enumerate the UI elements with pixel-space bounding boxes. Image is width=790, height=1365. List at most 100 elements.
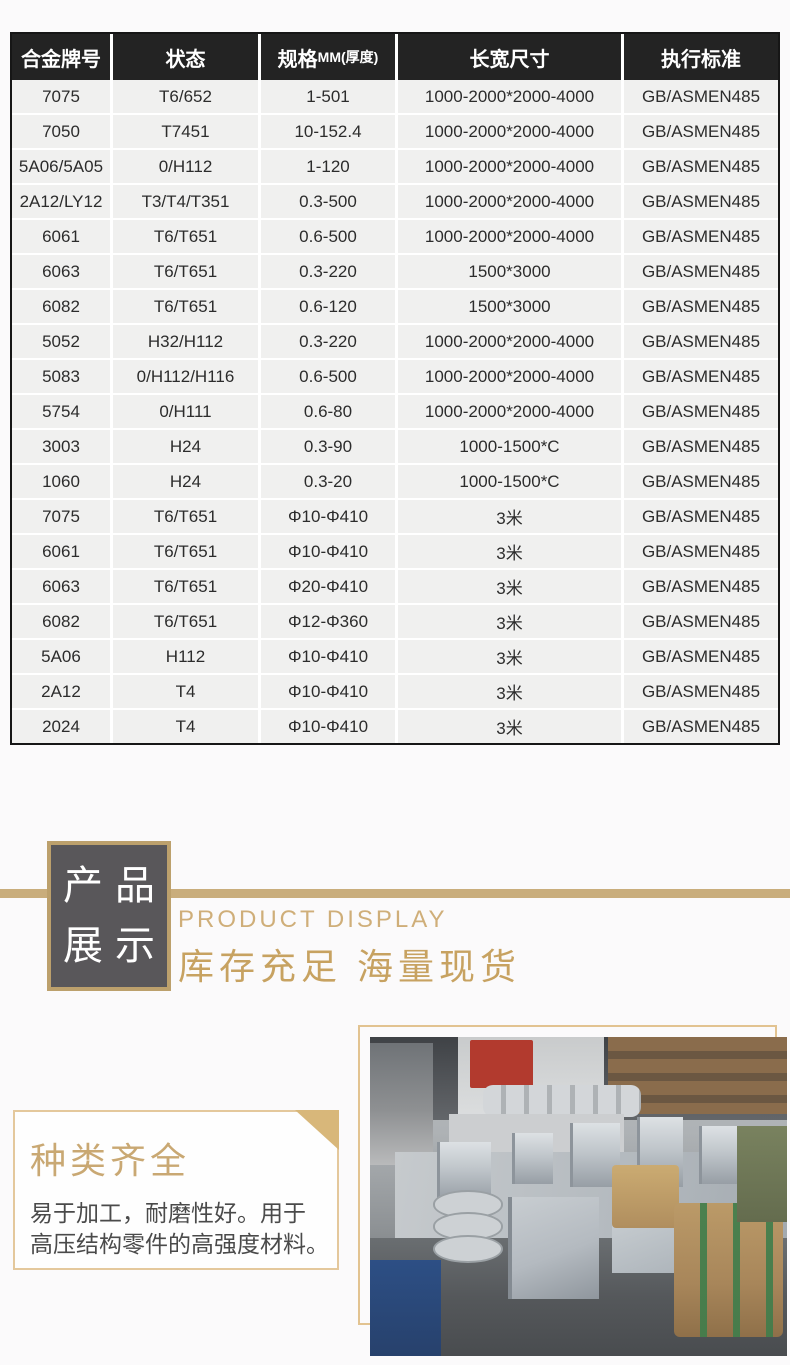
- table-header-cell: 合金牌号: [12, 34, 110, 80]
- table-cell: 0.6-120: [261, 290, 395, 323]
- table-row: 5A06/5A05 0/H112 1-120 1000-2000*2000-4000 G…: [12, 150, 778, 183]
- table-row: 6063 T6/T651 Φ20-Φ410 3米 GB/ASMEN485: [12, 570, 778, 603]
- table-cell: GB/ASMEN485: [624, 535, 778, 568]
- table-cell: GB/ASMEN485: [624, 675, 778, 708]
- table-cell: 3003: [12, 430, 110, 463]
- photo-kraft-package: [611, 1164, 679, 1229]
- table-row: 2A12 T4 Φ10-Φ410 3米 GB/ASMEN485: [12, 675, 778, 708]
- table-cell: 6063: [12, 570, 110, 603]
- table-cell: 7050: [12, 115, 110, 148]
- photo-aluminum-block: [570, 1123, 621, 1187]
- table-cell: GB/ASMEN485: [624, 360, 778, 393]
- table-cell: GB/ASMEN485: [624, 220, 778, 253]
- table-cell: 0.3-20: [261, 465, 395, 498]
- table-cell: GB/ASMEN485: [624, 150, 778, 183]
- table-cell: 3米: [398, 570, 621, 603]
- table-cell: 3米: [398, 675, 621, 708]
- table-row: 5A06 H112 Φ10-Φ410 3米 GB/ASMEN485: [12, 640, 778, 673]
- table-cell: Φ12-Φ360: [261, 605, 395, 638]
- table-cell: GB/ASMEN485: [624, 430, 778, 463]
- feature-card-text: 易于加工，耐磨性好。用于 高压结构零件的高强度材料。: [30, 1198, 337, 1260]
- table-header-cell: 长宽尺寸: [398, 34, 621, 80]
- product-display-title-line1: 产品: [63, 864, 155, 908]
- product-display-subtitle-cn: 库存充足 海量现货: [178, 946, 522, 987]
- table-cell: 2A12: [12, 675, 110, 708]
- table-cell: T6/T651: [113, 570, 258, 603]
- table-header-cell: 状态: [113, 34, 258, 80]
- photo-red-truck: [470, 1040, 533, 1089]
- table-cell: 0.6-500: [261, 360, 395, 393]
- table-cell: T7451: [113, 115, 258, 148]
- table-cell: 1000-2000*2000-4000: [398, 185, 621, 218]
- table-cell: 5754: [12, 395, 110, 428]
- table-cell: GB/ASMEN485: [624, 185, 778, 218]
- photo-blue-cart: [370, 1260, 441, 1356]
- table-cell: 2A12/LY12: [12, 185, 110, 218]
- spec-table-body: 7075 T6/652 1-501 1000-2000*2000-4000 GB/ASM…: [12, 80, 778, 743]
- table-cell: T6/T651: [113, 605, 258, 638]
- table-cell: T6/652: [113, 80, 258, 113]
- table-cell: GB/ASMEN485: [624, 255, 778, 288]
- table-cell: T4: [113, 675, 258, 708]
- table-header-cell: 规格 MM(厚度): [261, 34, 395, 80]
- photo-green-tarp: [736, 1126, 787, 1222]
- table-cell: GB/ASMEN485: [624, 395, 778, 428]
- spec-table-header: 合金牌号 状态 规格 MM(厚度) 长宽尺寸 执行标准: [12, 34, 778, 80]
- table-cell: 1000-2000*2000-4000: [398, 360, 621, 393]
- table-cell: 0.3-500: [261, 185, 395, 218]
- table-cell: T6/T651: [113, 500, 258, 533]
- table-cell: GB/ASMEN485: [624, 115, 778, 148]
- table-cell: 6061: [12, 220, 110, 253]
- photo-aluminum-block: [511, 1132, 554, 1184]
- table-cell: 1000-2000*2000-4000: [398, 325, 621, 358]
- table-row: 5754 0/H111 0.6-80 1000-2000*2000-4000 GB/AS…: [12, 395, 778, 428]
- table-cell: Φ10-Φ410: [261, 710, 395, 743]
- table-cell: 3米: [398, 500, 621, 533]
- table-cell: Φ10-Φ410: [261, 675, 395, 708]
- table-cell: T4: [113, 710, 258, 743]
- table-cell: 3米: [398, 640, 621, 673]
- table-row: 5083 0/H112/H116 0.6-500 1000-2000*2000-400…: [12, 360, 778, 393]
- table-cell: 10-152.4: [261, 115, 395, 148]
- table-cell: 3米: [398, 710, 621, 743]
- table-cell: 1000-1500*C: [398, 430, 621, 463]
- table-cell: T6/T651: [113, 255, 258, 288]
- table-cell: 6061: [12, 535, 110, 568]
- feature-card-line2: 高压结构零件的高强度材料。: [30, 1231, 329, 1257]
- table-cell: 1060: [12, 465, 110, 498]
- alloy-spec-table: 合金牌号 状态 规格 MM(厚度) 长宽尺寸 执行标准 7075 T6/652 1-501 10…: [10, 32, 780, 745]
- table-cell: 0.3-220: [261, 255, 395, 288]
- photo-kraft-package-strapped: [674, 1202, 783, 1337]
- table-cell: GB/ASMEN485: [624, 605, 778, 638]
- table-cell: GB/ASMEN485: [624, 500, 778, 533]
- table-cell: 5A06: [12, 640, 110, 673]
- table-cell: 1-501: [261, 80, 395, 113]
- table-cell: 0/H112/H116: [113, 360, 258, 393]
- table-cell: Φ10-Φ410: [261, 640, 395, 673]
- table-header-cell: 执行标准: [624, 34, 778, 80]
- table-cell: 6082: [12, 290, 110, 323]
- feature-card: 种类齐全 易于加工，耐磨性好。用于 高压结构零件的高强度材料。: [13, 1110, 339, 1270]
- table-row: 7050 T7451 10-152.4 1000-2000*2000-4000 GB/A…: [12, 115, 778, 148]
- table-row: 3003 H24 0.3-90 1000-1500*C GB/ASMEN485: [12, 430, 778, 463]
- table-cell: GB/ASMEN485: [624, 325, 778, 358]
- product-display-title-box: 产品 展示: [47, 841, 171, 991]
- table-cell: 1000-1500*C: [398, 465, 621, 498]
- table-cell: GB/ASMEN485: [624, 570, 778, 603]
- table-cell: GB/ASMEN485: [624, 640, 778, 673]
- table-cell: H32/H112: [113, 325, 258, 358]
- table-cell: T6/T651: [113, 290, 258, 323]
- table-cell: T6/T651: [113, 535, 258, 568]
- table-cell: 1000-2000*2000-4000: [398, 150, 621, 183]
- gold-divider-band: [0, 889, 790, 898]
- feature-card-line1: 易于加工，耐磨性好。用于: [30, 1200, 306, 1226]
- table-cell: GB/ASMEN485: [624, 465, 778, 498]
- table-cell: 1000-2000*2000-4000: [398, 395, 621, 428]
- table-cell: 0.6-500: [261, 220, 395, 253]
- table-cell: 0/H111: [113, 395, 258, 428]
- photo-round-billets: [432, 1234, 504, 1264]
- table-cell: 1000-2000*2000-4000: [398, 115, 621, 148]
- table-cell: Φ20-Φ410: [261, 570, 395, 603]
- table-row: 1060 H24 0.3-20 1000-1500*C GB/ASMEN485: [12, 465, 778, 498]
